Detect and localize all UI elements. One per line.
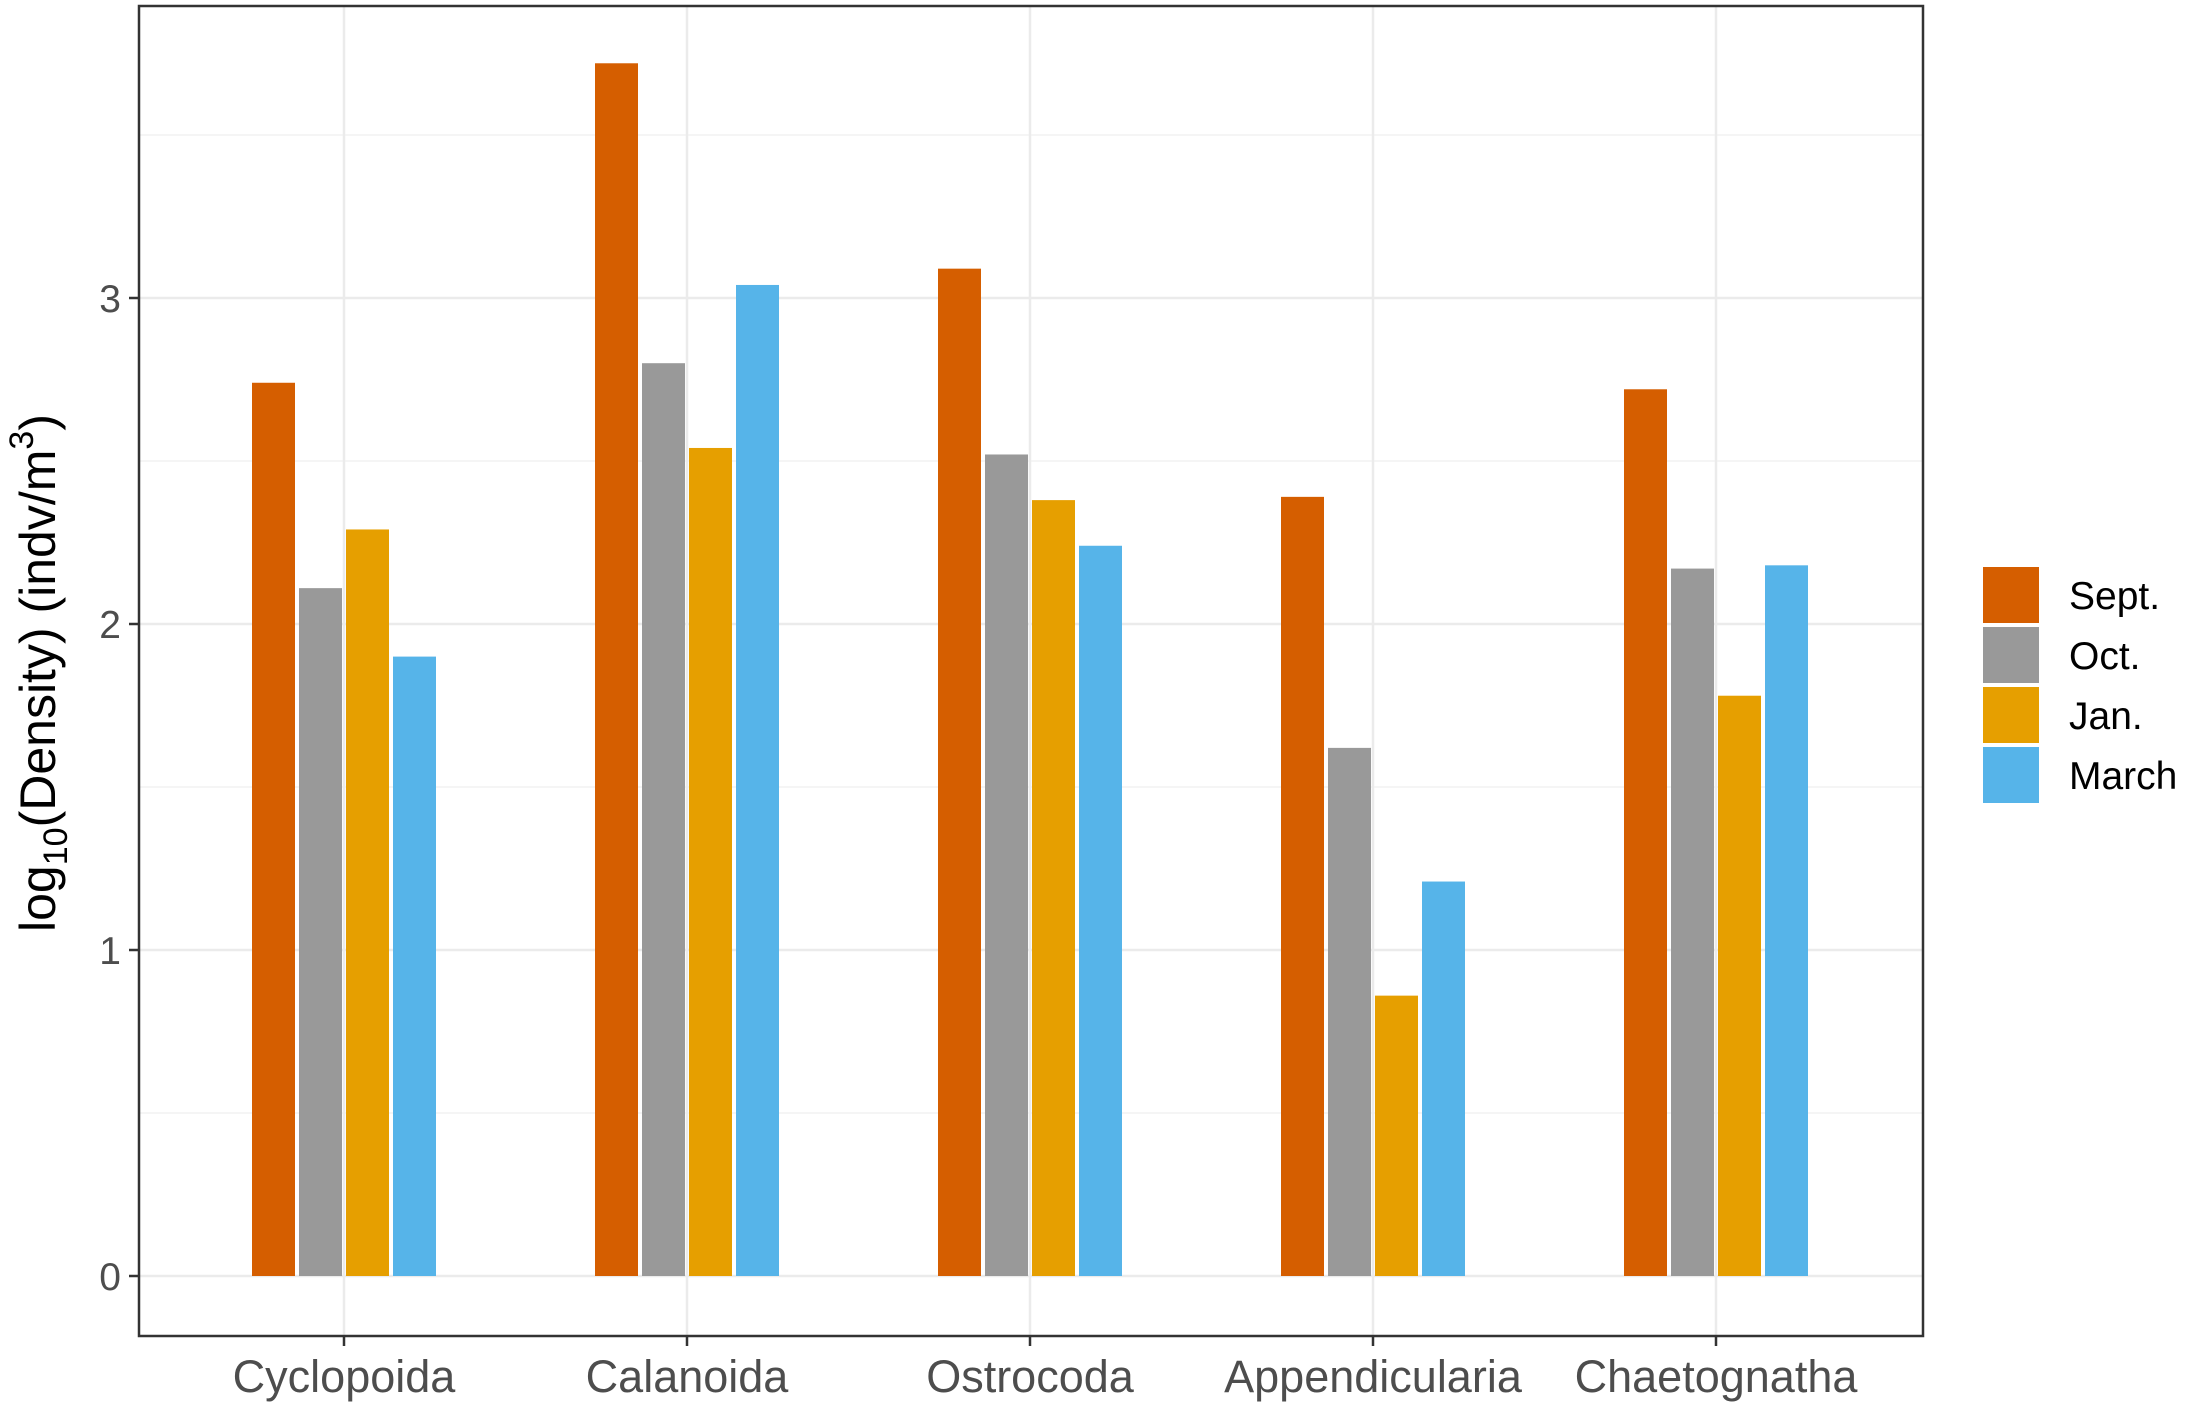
legend-key-march xyxy=(1983,747,2039,803)
legend: Sept. Oct. Jan. March xyxy=(1983,567,2177,803)
y-tick-label: 2 xyxy=(99,604,121,647)
legend-key-jan xyxy=(1983,687,2039,743)
y-tick-label: 3 xyxy=(99,278,121,321)
x-tick-label: Cyclopoida xyxy=(233,1351,457,1402)
y-axis-title-subscript: 10 xyxy=(37,827,75,865)
y-axis-ticks: 0 1 2 3 xyxy=(99,278,139,1299)
bar-appendicularia-oct xyxy=(1328,747,1371,1276)
bar-appendicularia-jan xyxy=(1375,995,1418,1276)
bar-chaetognatha-sept xyxy=(1624,389,1667,1276)
bar-ostrocoda-march xyxy=(1079,545,1122,1276)
x-tick-label: Calanoida xyxy=(586,1351,790,1402)
bars xyxy=(252,63,1808,1277)
bar-appendicularia-sept xyxy=(1281,496,1324,1276)
legend-label: March xyxy=(2069,755,2177,798)
bar-calanoida-jan xyxy=(689,447,732,1277)
legend-label: Sept. xyxy=(2069,575,2160,618)
bar-calanoida-oct xyxy=(642,363,685,1276)
bar-appendicularia-march xyxy=(1422,881,1465,1276)
bar-ostrocoda-jan xyxy=(1032,500,1075,1276)
bar-chaetognatha-jan xyxy=(1718,695,1761,1276)
legend-key-sept xyxy=(1983,567,2039,623)
y-axis-title-superscript: 3 xyxy=(3,431,41,450)
bar-cyclopoida-jan xyxy=(346,529,389,1276)
x-axis-ticks: Cyclopoida Calanoida Ostrocoda Appendicular… xyxy=(233,1336,1859,1402)
y-axis-title-density: (Density) (indv/m xyxy=(10,450,66,828)
bar-calanoida-sept xyxy=(595,63,638,1276)
x-tick-label: Ostrocoda xyxy=(926,1351,1135,1402)
bar-cyclopoida-sept xyxy=(252,382,295,1276)
bar-ostrocoda-oct xyxy=(985,454,1028,1277)
y-tick-label: 0 xyxy=(99,1256,121,1299)
bar-cyclopoida-march xyxy=(393,656,436,1276)
bar-chaetognatha-oct xyxy=(1671,568,1714,1276)
x-tick-label: Chaetognatha xyxy=(1575,1351,1859,1402)
legend-label: Jan. xyxy=(2069,695,2143,738)
bar-chaetognatha-march xyxy=(1765,565,1808,1276)
bar-ostrocoda-sept xyxy=(938,268,981,1276)
bar-calanoida-march xyxy=(736,284,779,1277)
legend-key-oct xyxy=(1983,627,2039,683)
y-axis-title: log10(Density) (indv/m3) xyxy=(3,414,75,932)
y-axis-title-close: ) xyxy=(10,414,66,431)
legend-label: Oct. xyxy=(2069,635,2141,678)
y-tick-label: 1 xyxy=(99,930,121,973)
x-tick-label: Appendicularia xyxy=(1224,1351,1523,1402)
bar-cyclopoida-oct xyxy=(299,588,342,1276)
y-axis-title-log: log xyxy=(10,865,66,932)
